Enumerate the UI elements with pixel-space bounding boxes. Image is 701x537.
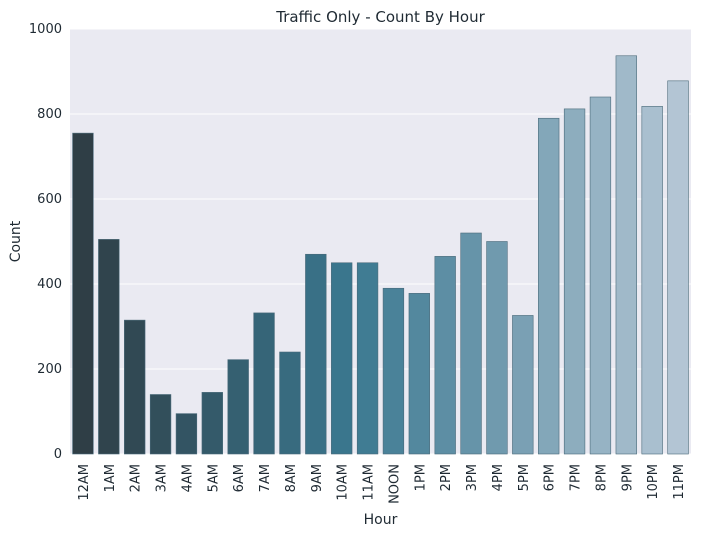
y-tick-label: 400	[37, 277, 62, 292]
y-axis-label: Count	[8, 220, 24, 262]
x-tick-labels: 12AM 1AM 2AM 3AM 4AM 5AM 6AM 7AM 8AM 9AM 10AM 11AM N…	[77, 464, 687, 504]
bar-6am	[227, 359, 249, 455]
x-tick-label: 3AM	[155, 464, 170, 492]
y-tick-label: 0	[54, 447, 62, 462]
bar-5am	[201, 392, 223, 455]
bar-9pm	[615, 55, 637, 455]
x-tick-label: 11PM	[672, 464, 687, 500]
y-tick-label: 1000	[29, 22, 62, 37]
bar-3am	[149, 394, 172, 455]
bar-2pm	[434, 256, 456, 455]
y-tick-labels: 0 200 400 600 800 1000	[29, 22, 62, 462]
x-tick-label: 5PM	[517, 464, 532, 491]
bars	[72, 55, 689, 455]
x-tick-label: 3PM	[465, 464, 480, 491]
bar-11am	[356, 262, 379, 455]
x-tick-label: 1PM	[413, 464, 428, 491]
bar-2am	[124, 319, 146, 455]
bar-11pm	[667, 80, 689, 455]
x-tick-label: 7AM	[258, 464, 273, 492]
x-tick-label: 11AM	[362, 464, 377, 501]
x-tick-label: NOON	[387, 464, 402, 504]
x-tick-label: 9PM	[620, 464, 635, 491]
chart-title: Traffic Only - Count By Hour	[275, 8, 485, 26]
y-tick-label: 200	[37, 362, 62, 377]
x-tick-label: 8AM	[284, 464, 299, 492]
bar-1pm	[408, 293, 430, 455]
bar-noon	[382, 287, 405, 455]
x-tick-label: 8PM	[594, 464, 609, 491]
grid-lines	[70, 28, 691, 455]
y-tick-label: 800	[37, 107, 62, 122]
bar-9am	[305, 253, 327, 455]
x-tick-label: 4PM	[491, 464, 506, 491]
bar-4pm	[486, 241, 508, 455]
bar-10am	[331, 262, 353, 455]
bar-12am	[72, 132, 94, 455]
x-tick-label: 5AM	[206, 464, 221, 492]
x-tick-label: 6PM	[543, 464, 558, 491]
plot-background	[70, 29, 691, 454]
x-tick-label: 6AM	[232, 464, 247, 492]
bar-7pm	[563, 108, 586, 455]
bar-1am	[98, 239, 120, 455]
bar-8am	[279, 351, 301, 455]
bar-10pm	[641, 106, 663, 455]
bar-3pm	[460, 232, 482, 455]
x-tick-label: 10AM	[336, 464, 351, 501]
x-tick-label: 12AM	[77, 464, 92, 501]
x-tick-label: 2PM	[439, 464, 454, 491]
x-tick-label: 7PM	[569, 464, 584, 491]
x-tick-label: 4AM	[180, 464, 195, 492]
y-tick-label: 600	[37, 192, 62, 207]
bar-4am	[175, 413, 198, 455]
x-tick-label: 9AM	[310, 464, 325, 492]
bar-8pm	[589, 96, 612, 455]
bar-6pm	[538, 117, 560, 455]
x-tick-label: 1AM	[103, 464, 118, 492]
x-axis-label: Hour	[364, 512, 398, 528]
bar-5pm	[512, 315, 534, 455]
bar-7am	[253, 312, 275, 455]
x-tick-label: 2AM	[129, 464, 144, 492]
x-tick-label: 10PM	[646, 464, 661, 500]
